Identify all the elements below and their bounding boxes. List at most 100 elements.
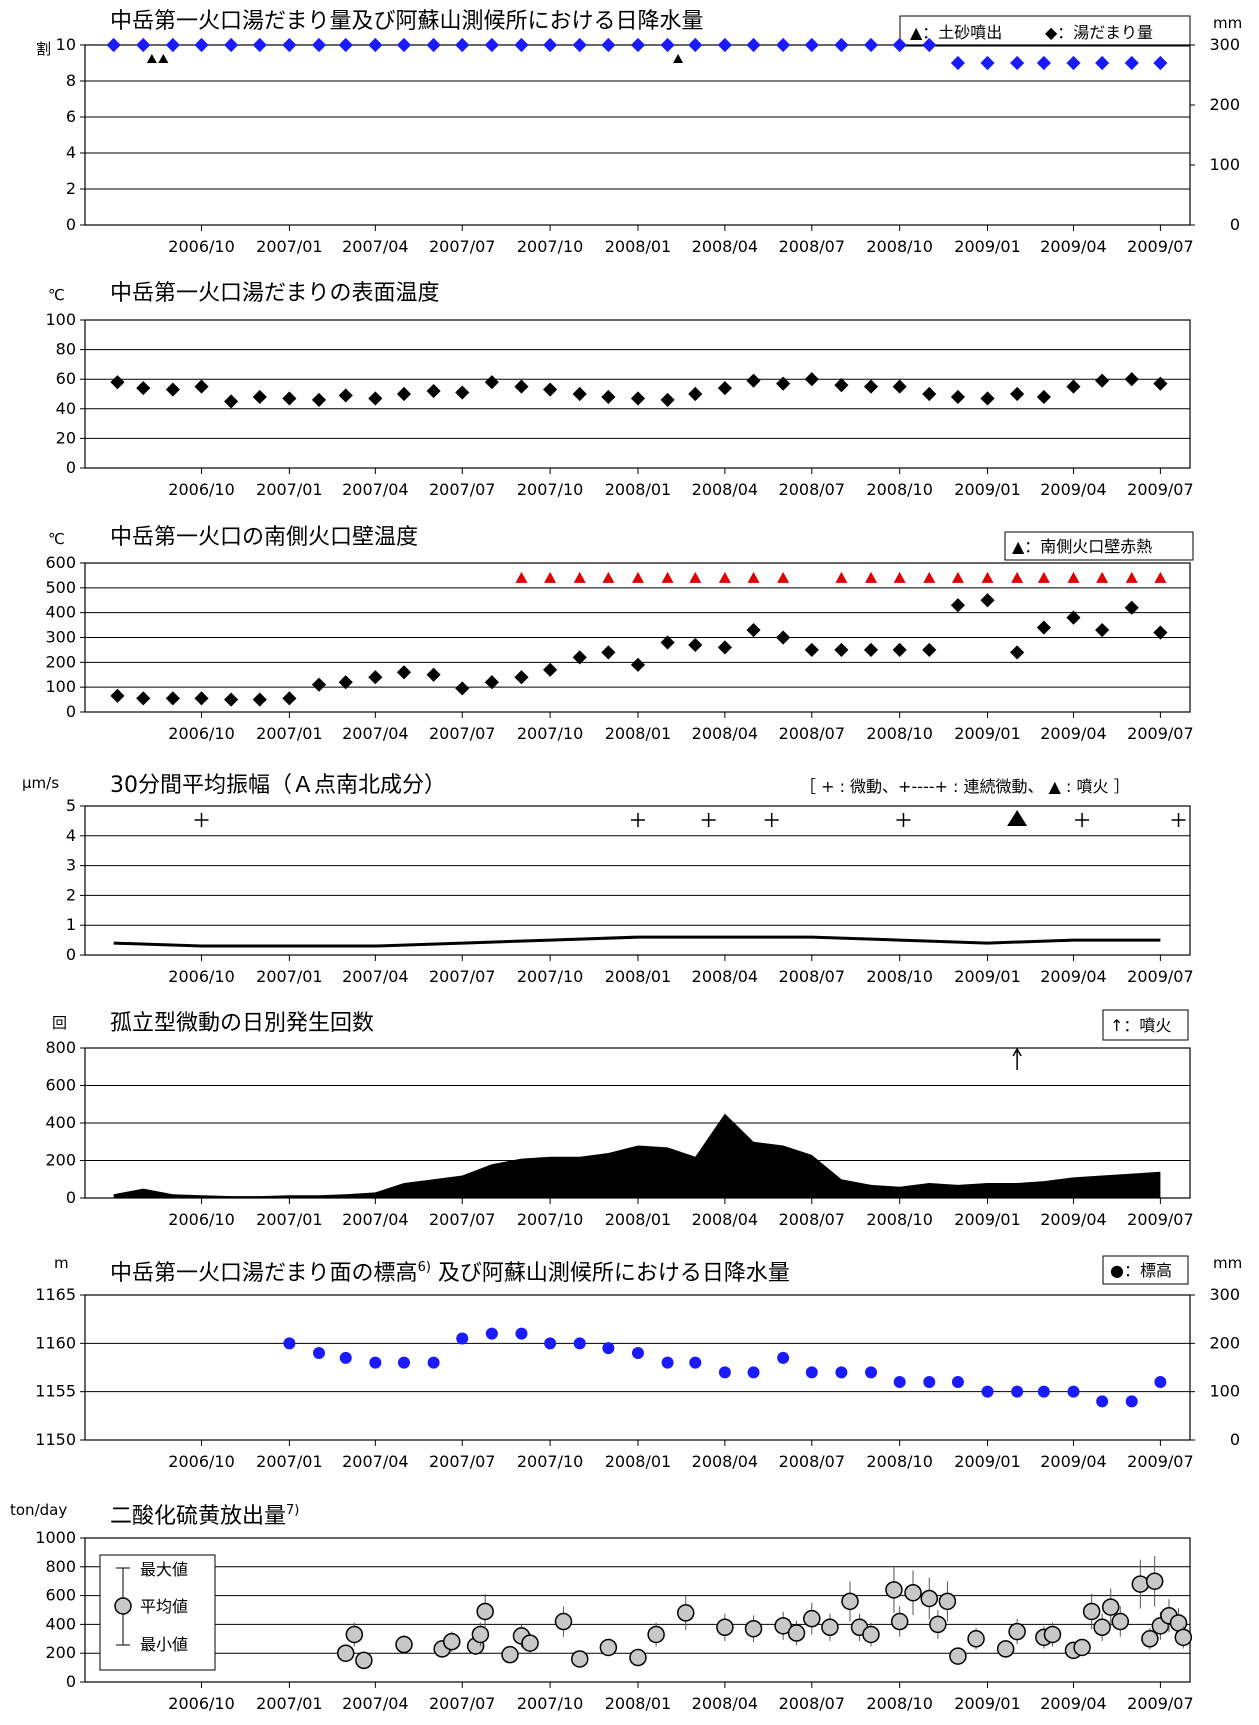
y-tick-label: 2 (66, 179, 76, 198)
red-heat-marker (1096, 571, 1109, 583)
y-tick-label: 20 (56, 428, 76, 447)
legend: ●：標高 (1102, 1255, 1189, 1285)
y-tick-label-right: 200 (1209, 1333, 1240, 1352)
temperature-point (136, 381, 151, 396)
temperature-point (1036, 389, 1051, 405)
x-tick-label: 2008/10 (866, 1452, 932, 1471)
y-tick-label: 1160 (35, 1333, 76, 1352)
x-tick-label: 2007/07 (429, 1210, 495, 1229)
so2-point (803, 1609, 821, 1628)
eruption-marker (158, 54, 169, 63)
elevation-point (544, 1337, 557, 1350)
temperature-point (1153, 376, 1168, 391)
eruption-marker (146, 54, 157, 63)
eruption-marker (1007, 810, 1028, 826)
temperature-point (455, 385, 470, 400)
so2-point (967, 1630, 985, 1648)
temperature-point (572, 386, 587, 402)
red-heat-marker (1067, 571, 1080, 583)
plot-frame (84, 805, 1191, 956)
x-tick-label: 2009/07 (1127, 1694, 1193, 1713)
temperature-point (1036, 620, 1051, 635)
x-tick-label: 2007/04 (342, 724, 408, 743)
red-heat-marker (747, 571, 760, 583)
y-unit-right: mm (1213, 1254, 1242, 1272)
temperature-point (746, 622, 761, 638)
red-heat-marker (777, 571, 790, 583)
panel-title: 中岳第一火口湯だまりの表面温度 (110, 281, 440, 306)
y-tick-label: 5 (66, 796, 76, 815)
elevation-point (923, 1376, 936, 1388)
x-tick-label: 2007/10 (517, 237, 583, 256)
temperature-point (282, 391, 297, 406)
temperature-point (717, 640, 732, 655)
temperature-point (282, 691, 297, 706)
panel-title: 30分間平均振幅（Ａ点南北成分） (110, 773, 446, 798)
so2-point (1169, 1614, 1188, 1632)
y-tick-label: 300 (45, 628, 76, 647)
x-tick-label: 2007/10 (517, 967, 583, 986)
y-tick-label: 600 (45, 553, 76, 572)
y-tick-label: 0 (66, 1188, 76, 1207)
red-heat-marker (602, 571, 615, 583)
pool-amount-point (660, 37, 675, 53)
y-tick-label: 200 (45, 1643, 76, 1662)
temperature-point (110, 375, 125, 390)
x-tick-label: 2008/04 (692, 1452, 758, 1471)
temperature-point (922, 642, 937, 657)
panel-pool-amount: 中岳第一火口湯だまり量及び阿蘇山測候所における日降水量 割 mm ▲：土砂噴出 … (36, 9, 1242, 256)
pool-amount-point (484, 37, 499, 53)
y-tick-label-right: 0 (1230, 1430, 1240, 1449)
red-heat-marker (1125, 571, 1138, 583)
elevation-point (312, 1347, 325, 1359)
so2-point (1008, 1622, 1026, 1641)
so2-point (1101, 1598, 1120, 1616)
elevation-point (718, 1366, 731, 1379)
x-tick-label: 2006/10 (168, 1694, 234, 1713)
pool-amount-point (426, 37, 441, 53)
temperature-point (950, 389, 965, 405)
elevation-point (747, 1366, 760, 1379)
x-tick-label: 2006/10 (168, 237, 234, 256)
panel-title: 中岳第一火口湯だまり量及び阿蘇山測候所における日降水量 (110, 9, 704, 34)
y-tick-label: 600 (45, 1076, 76, 1095)
elevation-point (1125, 1395, 1138, 1408)
pool-amount-point (717, 37, 732, 53)
pool-amount-point (922, 37, 937, 53)
red-heat-marker (544, 571, 557, 583)
legend: ↑：噴火 (1102, 1009, 1189, 1041)
temperature-point (1153, 625, 1168, 640)
so2-point (920, 1589, 939, 1608)
x-tick-label: 2008/04 (692, 480, 758, 499)
elevation-point (1154, 1376, 1167, 1388)
x-tick-label: 2009/01 (954, 1452, 1020, 1471)
legend-eruption: ↑：噴火 (1110, 1016, 1171, 1035)
x-tick-label: 2008/07 (779, 1452, 845, 1471)
legend-avg-marker (114, 1597, 132, 1615)
elevation-point (515, 1327, 528, 1340)
red-heat-marker (865, 571, 878, 583)
pool-amount-point (224, 37, 239, 53)
y-unit-right: mm (1213, 14, 1242, 32)
pool-amount-point (1153, 55, 1168, 71)
so2-point (1093, 1618, 1111, 1637)
legend-avg: 平均値 (140, 1597, 188, 1616)
temperature-point (426, 667, 441, 682)
so2-point (1082, 1602, 1101, 1621)
x-tick-label: 2007/04 (342, 480, 408, 499)
elevation-point (283, 1337, 296, 1350)
panel-title: 中岳第一火口湯だまり面の標高6) 及び阿蘇山測候所における日降水量 (110, 1260, 790, 1286)
x-tick-label: 2006/10 (168, 724, 234, 743)
temperature-point (368, 670, 383, 685)
temperature-point (630, 391, 646, 406)
x-tick-label: 2007/07 (429, 237, 495, 256)
temperature-point (834, 378, 849, 393)
temperature-point (746, 373, 761, 388)
temperature-point (484, 375, 499, 390)
y-unit-left: ton/day (10, 1501, 67, 1519)
plot-area: 0 200 400 600 800 2006/10 2007/01 2007/04 2007/0… (45, 1038, 1193, 1229)
x-tick-label: 2008/07 (779, 1210, 845, 1229)
pool-amount-point (455, 37, 470, 53)
x-tick-label: 2008/04 (692, 1210, 758, 1229)
x-tick-label: 2008/04 (692, 967, 758, 986)
